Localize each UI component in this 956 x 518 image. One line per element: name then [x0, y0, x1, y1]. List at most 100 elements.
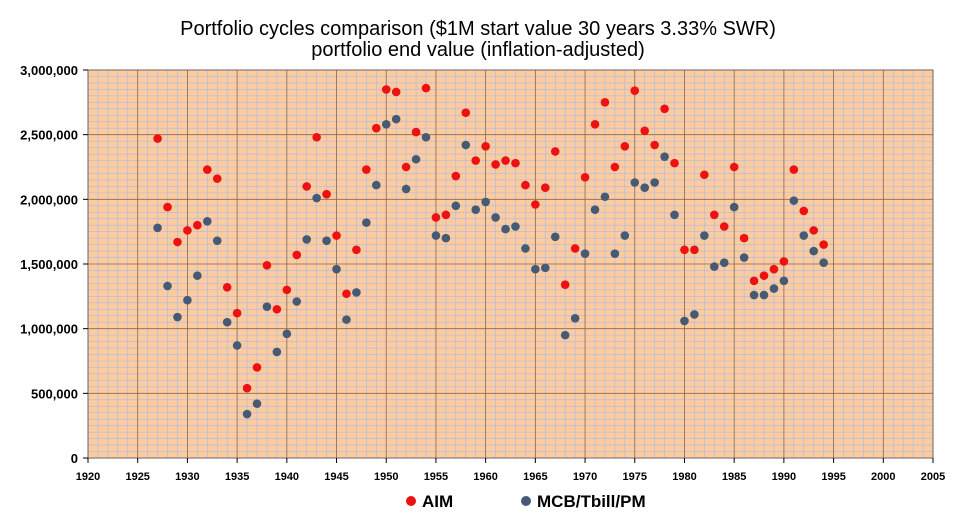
data-point-mcb [709, 262, 719, 271]
data-point-aim [680, 245, 689, 255]
data-point-aim [491, 160, 500, 169]
data-point-mcb [461, 140, 471, 150]
data-point-mcb [401, 184, 411, 194]
data-point-mcb [381, 120, 391, 129]
data-point-aim [729, 162, 739, 172]
data-point-aim [719, 222, 729, 231]
data-point-aim [381, 85, 391, 94]
x-tick-label: 1920 [76, 471, 100, 483]
data-point-mcb [292, 297, 302, 306]
x-tick-label: 1960 [473, 471, 497, 483]
data-point-mcb [431, 231, 441, 240]
data-point-aim [272, 304, 282, 314]
data-point-aim [511, 158, 520, 168]
y-axis: 0 500,000 1,000,000 1,500,000 2,000,000 2,500… [20, 63, 88, 466]
data-point-aim [441, 210, 451, 220]
data-point-mcb [163, 281, 172, 291]
x-tick-label: 1950 [374, 471, 398, 483]
data-point-aim [471, 156, 481, 165]
data-point-aim [292, 250, 302, 260]
data-point-aim [799, 206, 809, 216]
data-point-mcb [441, 233, 451, 243]
data-point-mcb [332, 264, 341, 274]
data-point-mcb [282, 329, 292, 339]
data-point-mcb [262, 302, 272, 311]
x-tick-label: 1980 [672, 471, 696, 483]
data-point-mcb [640, 183, 650, 192]
data-point-mcb [352, 288, 361, 297]
data-point-aim [282, 285, 292, 295]
data-point-aim [709, 210, 719, 220]
x-tick-label: 1985 [722, 471, 746, 483]
data-point-mcb [739, 253, 749, 262]
legend-label-aim: AIM [422, 492, 453, 511]
data-point-mcb [600, 192, 610, 202]
chart-title-line-2: portfolio end value (inflation-adjusted) [311, 39, 645, 61]
data-point-aim [451, 171, 461, 181]
data-point-aim [739, 233, 749, 243]
data-point-aim [521, 180, 530, 190]
data-point-aim [222, 282, 232, 292]
data-point-mcb [540, 263, 550, 273]
data-point-aim [779, 257, 789, 266]
data-point-mcb [531, 264, 540, 274]
x-tick-label: 1930 [175, 471, 199, 483]
data-point-aim [819, 240, 828, 249]
data-point-aim [322, 189, 331, 199]
data-point-mcb [421, 132, 431, 142]
data-point-mcb [511, 222, 520, 231]
data-point-aim [560, 280, 570, 289]
data-point-aim [620, 142, 630, 151]
y-tick-label: 500,000 [31, 386, 78, 401]
data-point-mcb [232, 341, 242, 350]
x-tick-label: 1975 [623, 471, 647, 483]
data-point-mcb [670, 210, 679, 220]
data-point-aim [789, 165, 799, 174]
data-point-mcb [371, 180, 381, 190]
data-point-mcb [620, 231, 630, 240]
data-point-aim [501, 156, 510, 165]
data-point-aim [232, 308, 242, 318]
chart-title-line-1: Portfolio cycles comparison ($1M start v… [180, 18, 776, 40]
x-tick-label: 2005 [921, 471, 945, 483]
x-tick-label: 1965 [523, 471, 547, 483]
data-point-mcb [183, 295, 192, 305]
data-point-aim [640, 126, 650, 136]
data-point-aim [342, 289, 351, 299]
data-point-mcb [570, 314, 580, 323]
data-point-mcb [580, 249, 590, 258]
data-point-mcb [729, 202, 739, 212]
data-point-aim [173, 237, 182, 247]
data-point-mcb [312, 193, 321, 203]
data-point-mcb [630, 178, 640, 187]
data-point-mcb [501, 224, 510, 234]
data-point-aim [630, 86, 640, 95]
data-point-aim [391, 87, 401, 97]
data-point-aim [670, 158, 679, 168]
x-tick-label: 1935 [225, 471, 249, 483]
y-tick-label: 1,500,000 [20, 257, 78, 272]
data-point-aim [163, 202, 172, 212]
data-point-aim [352, 245, 361, 255]
data-point-mcb [650, 178, 659, 187]
data-point-mcb [521, 244, 530, 253]
data-point-aim [769, 264, 779, 274]
data-point-mcb [322, 236, 331, 246]
y-tick-label: 2,500,000 [20, 128, 78, 143]
data-point-mcb [302, 235, 312, 244]
data-point-aim [570, 244, 580, 253]
legend: AIM MCB/Tbill/PM [406, 492, 646, 511]
data-point-mcb [749, 290, 759, 300]
data-point-aim [153, 134, 162, 143]
data-point-aim [690, 245, 699, 255]
data-point-mcb [550, 232, 560, 242]
data-point-mcb [491, 213, 500, 222]
data-point-mcb [690, 310, 699, 319]
data-point-aim [332, 231, 341, 240]
data-point-mcb [560, 330, 570, 340]
x-tick-label: 1990 [772, 471, 796, 483]
data-point-aim [809, 226, 819, 235]
data-point-aim [749, 276, 759, 286]
data-point-mcb [242, 409, 252, 419]
x-tick-label: 1940 [275, 471, 299, 483]
